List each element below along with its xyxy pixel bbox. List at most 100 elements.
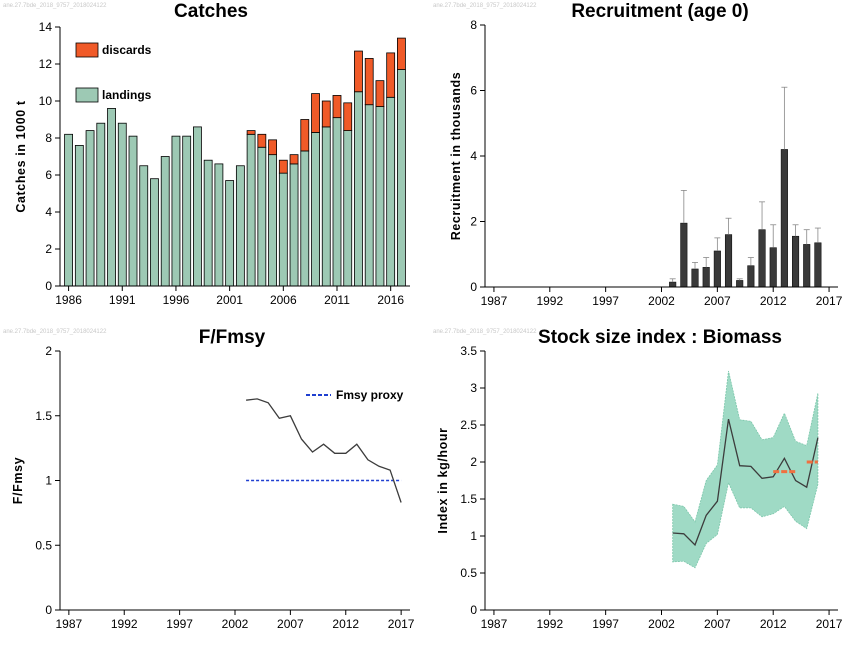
recruitment-bar: [803, 244, 811, 288]
landings-bar: [107, 108, 116, 287]
catches-legend: discards landings: [75, 42, 152, 103]
discards-bar: [375, 80, 385, 107]
ffmsy-legend: Fmsy proxy: [306, 388, 404, 402]
landings-bar: [278, 172, 288, 287]
recruitment-bar: [724, 234, 733, 288]
biomass-y-tick-label: 3: [470, 381, 477, 395]
watermark-top-right: ane.27.7bde_2018_9757_2018024122: [433, 3, 537, 9]
recruitment-y-tick-label: 2: [470, 215, 477, 229]
biomass-y-tick-label: 1: [470, 529, 477, 543]
biomass-y-tick-label: 2: [470, 455, 477, 469]
watermark-top-left: ane.27.7bde_2018_9757_2018024122: [3, 3, 107, 9]
catches-title: Catches: [174, 1, 248, 22]
biomass-confidence-band: [672, 370, 819, 569]
landings-bar: [300, 150, 310, 287]
legend-label-landings: landings: [102, 88, 152, 102]
discards-bar: [386, 52, 396, 98]
recruitment-bar: [680, 222, 688, 288]
landings-bar: [139, 165, 149, 287]
ffmsy-y-tick-label: 1.5: [35, 409, 52, 423]
recruitment-bar: [736, 280, 744, 288]
biomass-y-tick-label: 2.5: [460, 418, 477, 432]
landings-bar: [150, 178, 159, 287]
biomass-x-tick-label: 2017: [816, 617, 843, 631]
recruitment-y-tick-label: 8: [470, 18, 477, 32]
landings-bar: [321, 126, 331, 287]
legend-swatch-landings: [75, 87, 99, 103]
recruitment-bar: [702, 267, 710, 288]
recruitment-bar: [713, 250, 721, 288]
catches-y-tick-label: 2: [45, 242, 52, 256]
discards-bar: [332, 95, 342, 119]
biomass-x-tick-label: 2007: [704, 617, 731, 631]
landings-bar: [375, 106, 385, 287]
catches-y-tick-label: 0: [45, 279, 52, 293]
catches-y-tick-label: 6: [45, 168, 52, 182]
biomass-x-tick-label: 2012: [760, 617, 787, 631]
landings-bar: [128, 135, 138, 287]
landings-bar: [171, 135, 181, 287]
biomass-y-tick-label: 0.5: [460, 566, 477, 580]
watermark-bottom-right: ane.27.7bde_2018_9757_2018024122: [433, 329, 537, 335]
discards-bar: [354, 50, 363, 93]
landings-bar: [160, 156, 170, 287]
landings-bar: [397, 69, 406, 287]
biomass-y-tick-label: 1.5: [460, 492, 477, 506]
discards-bar: [246, 130, 256, 135]
ffmsy-x-tick-label: 2012: [332, 617, 359, 631]
landings-bar: [364, 104, 374, 287]
biomass-x-tick-label: 2002: [648, 617, 675, 631]
recruitment-bar: [758, 229, 766, 288]
recruitment-y-tick-label: 4: [470, 149, 477, 163]
biomass-y-tick-label: 0: [470, 603, 477, 617]
recruitment-bar: [669, 281, 677, 288]
biomass-x-tick-label: 1997: [592, 617, 619, 631]
discards-bar: [268, 139, 277, 156]
recruitment-y-tick-label: 0: [470, 280, 477, 294]
discards-bar: [321, 100, 331, 128]
landings-bar: [268, 154, 277, 287]
recruitment-bar: [691, 268, 699, 288]
ffmsy-y-tick-label: 1: [45, 474, 52, 488]
catches-y-tick-label: 4: [45, 205, 52, 219]
ffmsy-x-tick-label: 1992: [111, 617, 138, 631]
catches-y-tick-label: 12: [39, 57, 53, 71]
biomass-y-axis-label: Index in kg/hour: [436, 427, 450, 533]
recruitment-y-axis-label: Recruitment in thousands: [449, 72, 463, 241]
discards-bar: [300, 119, 310, 152]
biomass-y-tick-label: 3.5: [460, 344, 477, 358]
ffmsy-title: F/Fmsy: [199, 327, 266, 348]
ffmsy-line: [246, 398, 402, 503]
landings-bar: [85, 130, 95, 287]
recruitment-y-tick-label: 6: [470, 84, 477, 98]
catches-x-tick-label: 1996: [163, 293, 190, 307]
recruitment-bar: [747, 265, 755, 288]
recruitment-bar: [780, 149, 788, 288]
catches-x-tick-label: 2006: [270, 293, 297, 307]
landings-bar: [96, 122, 106, 287]
landings-bar: [182, 135, 192, 287]
recruitment-x-tick-label: 2007: [704, 294, 731, 308]
biomass-panel: Stock size index : Biomass Index in kg/ho…: [436, 327, 843, 631]
ffmsy-x-tick-label: 2017: [388, 617, 415, 631]
recruitment-x-tick-label: 1997: [592, 294, 619, 308]
biomass-x-tick-label: 1987: [481, 617, 508, 631]
landings-bar: [193, 126, 202, 287]
landings-bar: [203, 159, 213, 287]
recruitment-bar: [792, 235, 800, 288]
landings-bar: [354, 91, 363, 287]
biomass-title: Stock size index : Biomass: [538, 327, 782, 348]
catches-x-tick-label: 2011: [324, 293, 350, 307]
catches-x-tick-label: 2016: [377, 293, 404, 307]
ffmsy-x-tick-label: 1997: [166, 617, 193, 631]
discards-bar: [257, 133, 267, 148]
ffmsy-x-tick-label: 2002: [222, 617, 249, 631]
discards-bar: [343, 102, 353, 131]
catches-y-tick-label: 8: [45, 131, 52, 145]
recruitment-title: Recruitment (age 0): [571, 1, 748, 22]
catches-y-axis-label: Catches in 1000 t: [14, 100, 28, 213]
recruitment-x-tick-label: 2017: [816, 294, 843, 308]
landings-bar: [74, 144, 84, 287]
legend-label-discards: discards: [102, 43, 152, 57]
discards-bar: [289, 154, 299, 165]
